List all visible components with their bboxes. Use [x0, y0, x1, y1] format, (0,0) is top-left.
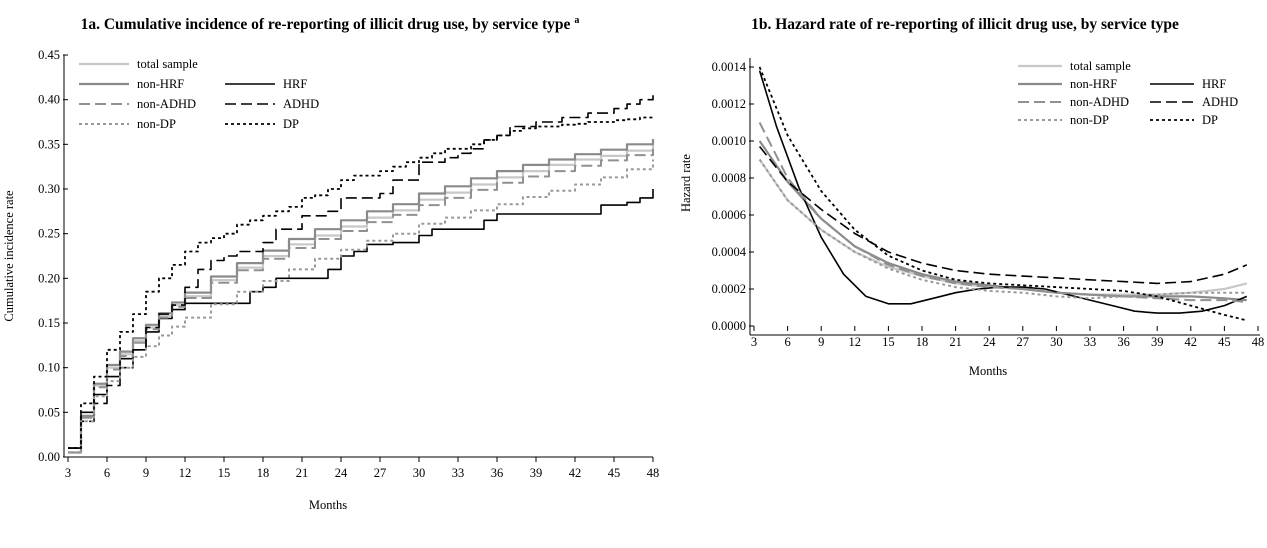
legend-label: non-ADHD: [1070, 95, 1129, 109]
series-line-dp: [68, 115, 654, 449]
x-tick-label: 12: [849, 335, 862, 349]
series-line-non-adhd: [758, 122, 1247, 303]
x-tick-label: 33: [1084, 335, 1097, 349]
legend-label: non-HRF: [1070, 77, 1117, 91]
x-tick-label: 21: [949, 335, 962, 349]
y-tick-label: 0.25: [38, 227, 60, 241]
series-line-non-hrf: [758, 140, 1247, 302]
x-tick-label: 42: [569, 466, 582, 480]
x-tick-label: 15: [218, 466, 231, 480]
y-axis-label: Hazard rate: [679, 154, 693, 212]
x-tick-label: 36: [1117, 335, 1130, 349]
x-axis-label: Months: [969, 364, 1007, 378]
x-tick-label: 9: [818, 335, 824, 349]
legend-label: ADHD: [283, 97, 319, 111]
x-tick-label: 18: [257, 466, 270, 480]
y-tick-label: 0.0006: [712, 208, 746, 222]
series-line-hrf: [758, 70, 1248, 314]
x-tick-label: 27: [374, 466, 387, 480]
panel-1b: 1b. Hazard rate of re-reporting of illic…: [679, 16, 1264, 378]
y-tick-label: 0.45: [38, 48, 60, 62]
x-tick-label: 30: [413, 466, 426, 480]
y-tick-label: 0.0002: [712, 282, 746, 296]
x-tick-label: 15: [882, 335, 895, 349]
series-line-adhd: [758, 146, 1248, 285]
y-tick-label: 0.0010: [712, 134, 746, 148]
y-tick-label: 0.30: [38, 182, 60, 196]
x-tick-label: 39: [530, 466, 543, 480]
x-tick-label: 42: [1185, 335, 1198, 349]
x-tick-label: 27: [1017, 335, 1030, 349]
legend-label: DP: [1202, 113, 1218, 127]
legend-label: ADHD: [1202, 95, 1238, 109]
x-tick-label: 3: [65, 466, 71, 480]
series-line-non-dp: [758, 158, 1247, 300]
chart-title: 1b. Hazard rate of re-reporting of illic…: [751, 16, 1179, 33]
y-axis-label: Cumulative incidence rate: [2, 190, 16, 322]
y-tick-label: 0.35: [38, 137, 60, 151]
y-tick-label: 0.40: [38, 93, 60, 107]
y-tick-label: 0.0004: [712, 245, 747, 259]
y-tick-label: 0.0012: [712, 97, 746, 111]
x-tick-label: 24: [983, 335, 996, 349]
x-tick-label: 12: [179, 466, 192, 480]
x-tick-label: 3: [751, 335, 757, 349]
x-tick-label: 39: [1151, 335, 1164, 349]
x-tick-label: 21: [296, 466, 309, 480]
x-tick-label: 24: [335, 466, 348, 480]
x-tick-label: 48: [1252, 335, 1265, 349]
legend-label: total sample: [137, 57, 198, 71]
y-tick-label: 0.0008: [712, 171, 746, 185]
y-tick-label: 0.00: [38, 450, 60, 464]
x-tick-label: 45: [608, 466, 621, 480]
x-axis-label: Months: [309, 498, 347, 512]
legend-label: non-DP: [1070, 113, 1109, 127]
y-tick-label: 0.20: [38, 271, 60, 285]
y-tick-label: 0.0000: [712, 319, 746, 333]
x-tick-label: 48: [647, 466, 660, 480]
series-line-hrf: [68, 189, 654, 449]
legend-label: non-HRF: [137, 77, 184, 91]
x-tick-label: 6: [784, 335, 790, 349]
x-tick-label: 6: [104, 466, 110, 480]
series-line-non-dp: [68, 159, 654, 454]
chart-title: 1a. Cumulative incidence of re-reporting…: [81, 15, 580, 33]
series-line-non-adhd: [68, 148, 654, 454]
legend-label: total sample: [1070, 59, 1131, 73]
x-tick-label: 18: [916, 335, 929, 349]
legend-label: DP: [283, 117, 299, 131]
y-tick-label: 0.10: [38, 361, 60, 375]
series-line-non-hrf: [68, 139, 655, 454]
y-tick-label: 0.15: [38, 316, 60, 330]
x-tick-label: 45: [1218, 335, 1231, 349]
series-line-adhd: [68, 95, 654, 449]
x-tick-label: 33: [452, 466, 465, 480]
x-tick-label: 36: [491, 466, 504, 480]
y-tick-label: 0.0014: [712, 60, 747, 74]
legend-label: HRF: [283, 77, 307, 91]
x-tick-label: 9: [143, 466, 149, 480]
x-tick-label: 30: [1050, 335, 1063, 349]
panel-1a: 1a. Cumulative incidence of re-reporting…: [2, 15, 659, 512]
legend-label: non-DP: [137, 117, 176, 131]
legend-label: non-ADHD: [137, 97, 196, 111]
series-line-dp: [758, 66, 1248, 322]
y-tick-label: 0.05: [38, 405, 60, 419]
legend-label: HRF: [1202, 77, 1226, 91]
